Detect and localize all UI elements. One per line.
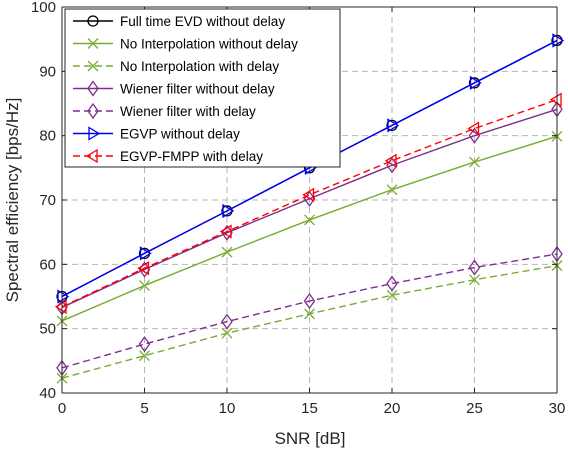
legend-item: No Interpolation with delay — [73, 59, 279, 74]
data-point — [222, 203, 235, 219]
data-point — [549, 92, 562, 107]
legend-label: Wiener filter without delay — [120, 82, 275, 97]
data-point — [387, 118, 400, 133]
legend-marker — [87, 80, 99, 97]
x-axis-label: SNR [dB] — [275, 429, 346, 448]
data-point — [138, 335, 151, 353]
y-axis-label: Spectral efficiency [bps/Hz] — [3, 98, 22, 303]
data-point — [303, 292, 316, 310]
y-tick-label: 90 — [39, 63, 56, 80]
legend-marker — [87, 38, 99, 49]
data-point — [469, 156, 480, 168]
data-point — [386, 275, 398, 292]
legend: Full time EVD without delay No Interpolat… — [64, 8, 341, 168]
series-line — [61, 98, 558, 308]
legend-marker — [87, 15, 99, 27]
legend-label: Full time EVD without delay — [120, 14, 285, 29]
data-point — [304, 308, 315, 320]
legend-marker — [88, 126, 101, 141]
legend-marker — [87, 60, 99, 72]
y-tick-label: 50 — [39, 321, 56, 338]
x-tick-label: 5 — [140, 400, 148, 417]
plot-series — [54, 33, 565, 384]
y-tick-label: 70 — [39, 192, 56, 209]
series-1 — [56, 130, 563, 327]
x-tick-label: 0 — [58, 400, 66, 417]
legend-label: EGVP without delay — [120, 127, 240, 142]
data-point — [139, 246, 152, 261]
legend-label: No Interpolation with delay — [120, 59, 279, 74]
x-tick-label: 25 — [466, 400, 483, 417]
legend-label: Wiener filter with delay — [120, 104, 256, 119]
legend-item: Full time EVD without delay — [73, 14, 285, 29]
legend-marker — [87, 102, 99, 120]
series-6 — [54, 92, 562, 314]
x-tick-label: 30 — [549, 400, 566, 417]
y-tick-label: 80 — [39, 128, 56, 145]
legend-item: Wiener filter without delay — [73, 80, 275, 97]
data-point — [54, 299, 67, 314]
data-point — [139, 350, 150, 362]
legend-item: No Interpolation without delay — [73, 37, 298, 52]
data-point — [469, 75, 482, 91]
x-tick-label: 10 — [219, 400, 236, 417]
data-point — [221, 313, 233, 330]
data-point — [384, 153, 397, 168]
data-point — [386, 289, 398, 301]
data-point — [221, 246, 233, 258]
data-point — [468, 127, 481, 144]
legend-item: EGVP-FMPP with delay — [73, 148, 263, 164]
y-tick-label: 100 — [31, 0, 56, 16]
legend-item: Wiener filter with delay — [73, 102, 256, 120]
data-point — [57, 289, 70, 304]
data-point — [468, 259, 481, 276]
data-point — [221, 327, 233, 339]
legend-label: EGVP-FMPP with delay — [120, 149, 263, 164]
data-point — [552, 33, 565, 48]
x-tick-label: 20 — [384, 400, 401, 417]
data-point — [302, 187, 315, 203]
legend-label: No Interpolation without delay — [120, 37, 298, 52]
data-point — [386, 184, 398, 196]
data-point — [469, 274, 480, 286]
legend-item: EGVP without delay — [73, 126, 240, 142]
y-tick-label: 40 — [39, 385, 56, 402]
y-tick-label: 60 — [39, 256, 56, 273]
series-line — [61, 39, 558, 298]
data-point — [467, 121, 480, 136]
series-line — [61, 253, 558, 369]
data-point — [219, 224, 232, 239]
data-point — [304, 214, 315, 226]
data-point — [137, 261, 150, 276]
data-point — [139, 280, 150, 292]
legend-marker — [85, 148, 98, 164]
x-tick-label: 15 — [301, 400, 318, 417]
